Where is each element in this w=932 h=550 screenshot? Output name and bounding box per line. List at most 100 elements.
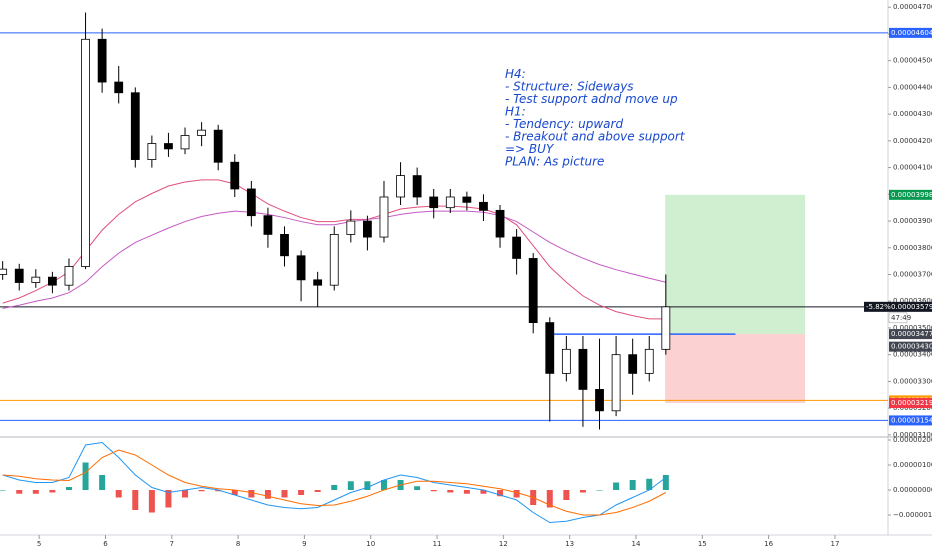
- macd-histogram-bar: [298, 490, 305, 495]
- candle-body: [379, 196, 389, 238]
- candle-body: [64, 266, 74, 286]
- macd-histogram-bar: [82, 462, 89, 490]
- x-tick-label: 5: [37, 540, 41, 548]
- y-tick-label: 0.00000200: [893, 436, 932, 444]
- macd-histogram-bar: [480, 490, 487, 494]
- x-tick-label: 12: [499, 540, 508, 548]
- annotation-line: => BUY: [505, 142, 555, 156]
- price-label-box: [889, 27, 932, 38]
- plot: 5 6 7 8 9 10 11 12 13 14 15 16 17 0.00004700 0.0000460…: [0, 3, 932, 548]
- price-label-box: [889, 398, 932, 409]
- macd-histogram-bar: [132, 490, 139, 510]
- macd-histogram-bar: [115, 490, 122, 498]
- macd-histogram-bar: [248, 490, 255, 498]
- macd-histogram-bar: [364, 481, 371, 490]
- candle-body: [495, 209, 505, 238]
- candle-body: [197, 129, 207, 136]
- macd-histogram-bar: [414, 486, 421, 490]
- y-tick-label: 0.00003500: [893, 324, 932, 332]
- y-tick-label: 0.00003900: [893, 217, 932, 225]
- candle-body: [445, 196, 455, 209]
- price-label: 0.00003430: [891, 343, 932, 351]
- countdown-label: 47:49: [891, 314, 911, 322]
- moving-average: [2, 210, 666, 309]
- x-tick-label: 6: [103, 540, 108, 548]
- x-tick-label: 16: [764, 540, 773, 548]
- candle-body: [644, 348, 654, 374]
- candle-body: [412, 175, 422, 198]
- x-tick-label: 13: [565, 540, 574, 548]
- macd-histogram-bar: [264, 490, 271, 499]
- candle-body: [363, 220, 372, 238]
- change-label-box: [864, 301, 889, 312]
- macd-histogram-bar: [513, 490, 520, 498]
- candle-body: [578, 348, 588, 390]
- candle-body: [628, 354, 638, 374]
- change-label: -5.82%: [866, 303, 891, 311]
- macd-histogram-bar: [99, 475, 106, 490]
- macd-histogram-bar: [314, 490, 321, 492]
- macd-histogram-bar: [165, 490, 172, 508]
- macd-histogram-bar: [596, 490, 603, 491]
- macd-histogram-bar: [281, 490, 288, 498]
- y-tick-label: 0.00003200: [893, 404, 932, 412]
- y-tick-label: 0.00004300: [893, 110, 932, 118]
- candle-body: [611, 354, 621, 412]
- moving-average: [2, 179, 666, 320]
- price-label-box: [889, 189, 932, 200]
- candle-body: [429, 196, 439, 209]
- macd-histogram-bar: [0, 490, 6, 491]
- candle-body: [595, 389, 604, 412]
- y-tick-label: 0.00000100: [893, 461, 932, 469]
- x-tick-label: 8: [236, 540, 240, 548]
- y-tick-label: 0.00003300: [893, 377, 932, 385]
- y-tick-label: 0.00003800: [893, 244, 932, 252]
- candle-body: [230, 161, 240, 190]
- candle-body: [396, 175, 405, 198]
- price-label: 0.00003998: [891, 191, 932, 199]
- macd-histogram-bar: [629, 480, 636, 490]
- loss-zone: [665, 334, 806, 404]
- macd-histogram-bar: [497, 490, 504, 497]
- y-tick-label: 0.00004200: [893, 137, 932, 145]
- price-label: 0.00003579: [891, 303, 932, 311]
- candle-body: [164, 143, 173, 150]
- macd-histogram-bar: [430, 490, 437, 492]
- annotation-line: - Breakout and above support: [505, 130, 686, 144]
- price-label: 0.00003477: [891, 330, 932, 338]
- candle-body: [280, 234, 289, 257]
- candle-body: [31, 276, 41, 283]
- candle-body: [313, 279, 323, 286]
- price-label: 0.00004604: [891, 29, 932, 37]
- candle-body: [14, 268, 24, 283]
- candle-body: [147, 143, 157, 160]
- price-label-box: [889, 329, 932, 340]
- macd-histogram-bar: [148, 490, 155, 513]
- candle-body: [47, 276, 57, 286]
- annotation-line: - Test support adnd move up: [505, 92, 678, 106]
- candle-body: [346, 220, 356, 235]
- price-label-box: [889, 415, 932, 426]
- candle-body: [661, 306, 671, 350]
- macd-histogram-bar: [65, 487, 72, 490]
- macd-histogram-bar: [463, 490, 470, 494]
- macd-histogram-bar: [347, 481, 354, 490]
- macd-histogram-bar: [613, 482, 620, 490]
- candle-body: [114, 81, 124, 94]
- macd-histogram-bar: [182, 490, 189, 498]
- candle-body: [246, 188, 256, 217]
- macd-histogram-bar: [49, 490, 56, 493]
- price-label: 0.00003219: [891, 399, 932, 407]
- x-tick-label: 14: [632, 540, 641, 548]
- y-tick-label: 0.00004100: [893, 164, 932, 172]
- x-tick-label: 10: [366, 540, 375, 548]
- candle-body: [213, 129, 223, 163]
- macd-histogram-bar: [215, 490, 222, 492]
- macd-histogram-bar: [646, 478, 653, 490]
- y-tick-label: 0.00004700: [893, 3, 932, 11]
- macd-histogram-bar: [546, 490, 553, 508]
- candle-body: [0, 268, 8, 275]
- y-tick-label: 0.00003400: [893, 351, 932, 359]
